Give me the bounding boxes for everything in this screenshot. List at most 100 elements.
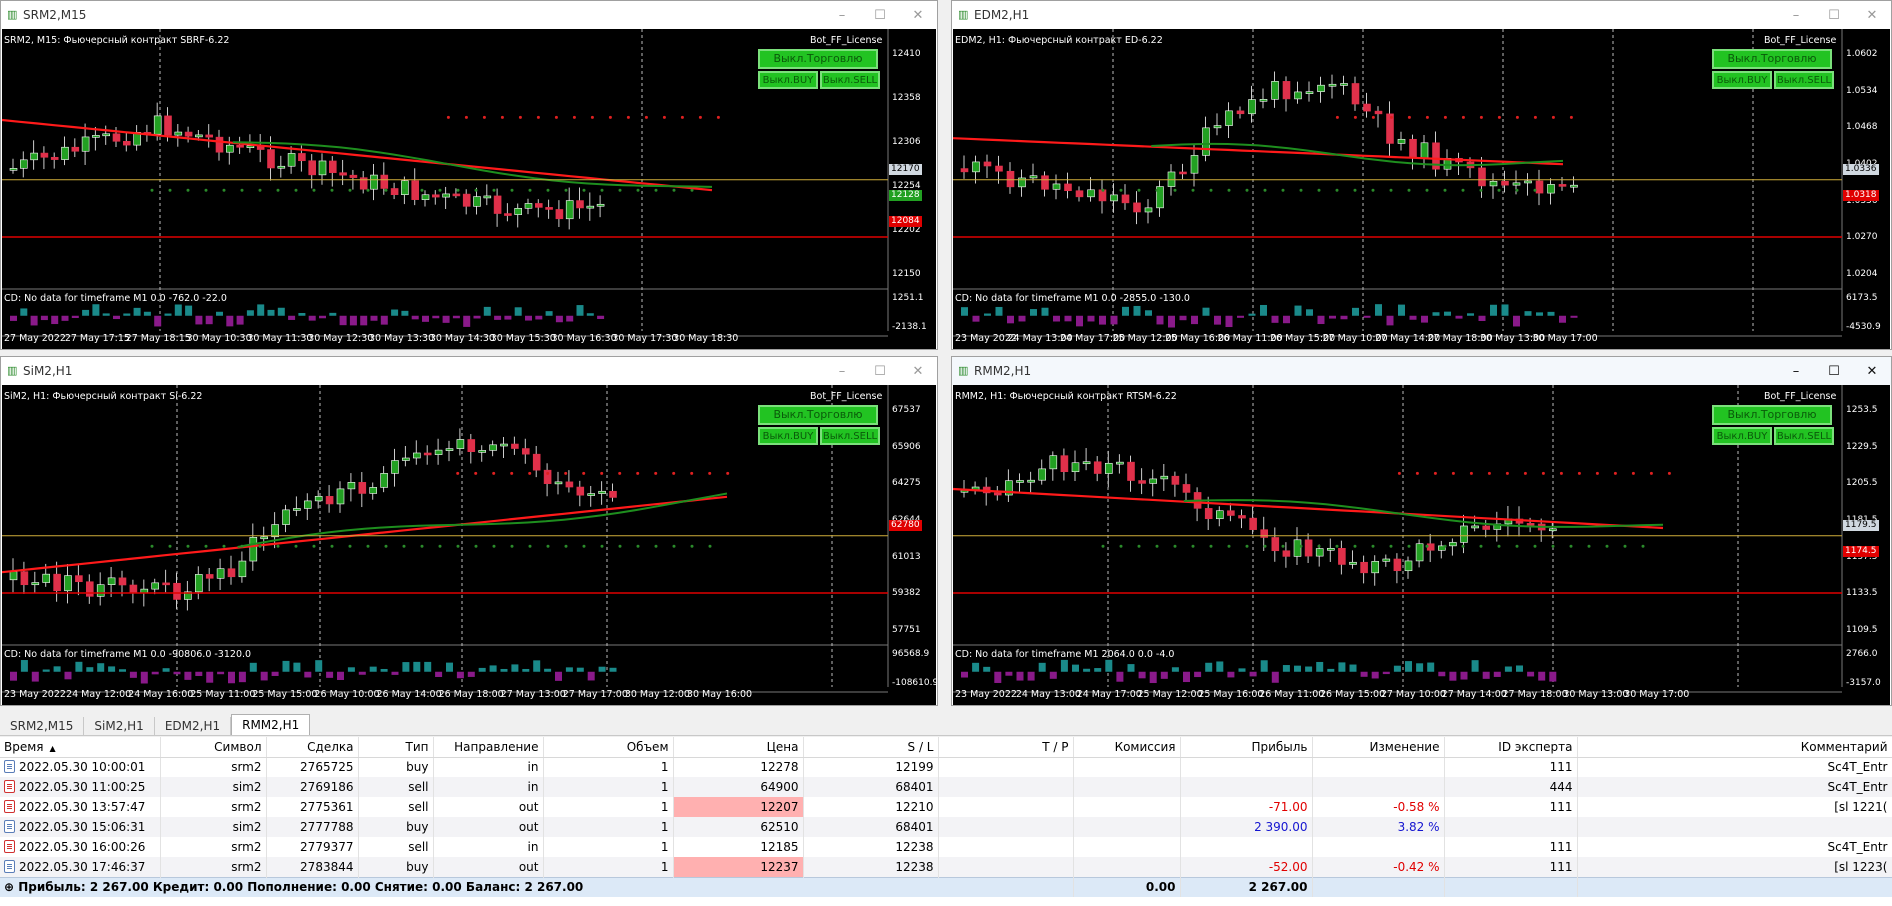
window-titlebar[interactable]: ▥ SRM2,M15 – ☐ ✕ bbox=[1, 1, 937, 29]
indicator-bar bbox=[1087, 315, 1095, 322]
candle-body bbox=[1558, 184, 1567, 187]
sl-dot bbox=[482, 115, 486, 119]
indicator-bar bbox=[92, 304, 100, 316]
candle-body bbox=[1271, 81, 1279, 100]
candle-body bbox=[462, 193, 471, 207]
minimize-button[interactable]: – bbox=[1792, 7, 1800, 23]
cell-vol: 1 bbox=[543, 817, 674, 837]
time-axis-label: 30 May 17:00 bbox=[1532, 333, 1598, 344]
toggle-sell-button[interactable]: Выкл.SELL bbox=[820, 71, 880, 89]
toggle-buy-button[interactable]: Выкл.BUY bbox=[1712, 427, 1772, 445]
toggle-trading-button[interactable]: Выкл.Торговлю bbox=[758, 405, 878, 425]
indicator-bar bbox=[1260, 660, 1268, 672]
col-header-volume[interactable]: Объем bbox=[543, 737, 674, 758]
candle-body bbox=[434, 449, 443, 455]
table-row[interactable]: 2022.05.30 15:06:31 sim2 2777788 buy out 1 625… bbox=[0, 817, 1892, 837]
candle-body bbox=[1127, 461, 1135, 481]
candle-body bbox=[1489, 180, 1498, 187]
maximize-button[interactable]: ☐ bbox=[874, 363, 886, 379]
close-button[interactable]: ✕ bbox=[1866, 363, 1878, 379]
toggle-trading-button[interactable]: Выкл.Торговлю bbox=[1712, 49, 1832, 69]
col-header-sl[interactable]: S / L bbox=[803, 737, 939, 758]
sl-dot bbox=[672, 544, 676, 548]
table-row[interactable]: 2022.05.30 10:00:01 srm2 2765725 buy in 1 1227… bbox=[0, 757, 1892, 777]
col-header-change[interactable]: Изменение bbox=[1312, 737, 1445, 758]
tab-sim2-h1[interactable]: SiM2,H1 bbox=[84, 717, 155, 735]
col-header-tp[interactable]: T / P bbox=[938, 737, 1074, 758]
chart-window-rmm[interactable]: ▥ RMM2,H1 – ☐ ✕ RMM2, H1: Фьючерсный контр… bbox=[951, 356, 1892, 706]
chart-canvas[interactable] bbox=[2, 29, 936, 349]
chart-plot-area[interactable]: EDM2, H1: Фьючерсный контракт ED-6.22 Bot… bbox=[953, 29, 1890, 349]
minimize-button[interactable]: – bbox=[838, 7, 846, 23]
chart-canvas[interactable] bbox=[2, 385, 936, 705]
indicator-bar bbox=[452, 315, 460, 319]
chart-window-srm[interactable]: ▥ SRM2,M15 – ☐ ✕ SRM2, M15: Фьючерсный кон… bbox=[0, 0, 938, 350]
window-titlebar[interactable]: ▥ RMM2,H1 – ☐ ✕ bbox=[952, 357, 1891, 385]
minimize-button[interactable]: – bbox=[1792, 363, 1800, 379]
chart-plot-area[interactable]: SiM2, H1: Фьючерсный контракт Si-6.22 Bot… bbox=[2, 385, 936, 705]
candle-body bbox=[184, 591, 192, 600]
col-header-price[interactable]: Цена bbox=[673, 737, 804, 758]
cell-symbol: srm2 bbox=[160, 837, 267, 857]
cell-sl: 12238 bbox=[803, 837, 939, 857]
col-header-commission[interactable]: Комиссия bbox=[1073, 737, 1181, 758]
sl-dot bbox=[1209, 544, 1213, 548]
cell-profit: -52.00 bbox=[1180, 857, 1313, 877]
cell-price: 12237 bbox=[673, 857, 804, 877]
col-header-type[interactable]: Тип bbox=[358, 737, 434, 758]
sl-dot bbox=[528, 544, 532, 548]
col-header-deal[interactable]: Сделка bbox=[266, 737, 359, 758]
candle-body bbox=[445, 448, 454, 451]
toggle-trading-button[interactable]: Выкл.Торговлю bbox=[758, 49, 878, 69]
col-header-direction[interactable]: Направление bbox=[433, 737, 544, 758]
chart-canvas[interactable] bbox=[953, 385, 1890, 705]
chart-plot-area[interactable]: RMM2, H1: Фьючерсный контракт RTSM-6.22 B… bbox=[953, 385, 1890, 705]
toggle-sell-button[interactable]: Выкл.SELL bbox=[1774, 427, 1834, 445]
indicator-bar bbox=[576, 305, 584, 316]
maximize-button[interactable]: ☐ bbox=[1828, 7, 1840, 23]
toggle-trading-button[interactable]: Выкл.Торговлю bbox=[1712, 405, 1832, 425]
chart-canvas[interactable] bbox=[953, 29, 1890, 349]
toggle-buy-button[interactable]: Выкл.BUY bbox=[758, 427, 818, 445]
sl-dot bbox=[1353, 188, 1357, 192]
toggle-sell-button[interactable]: Выкл.SELL bbox=[820, 427, 880, 445]
indicator-bar bbox=[442, 315, 450, 323]
col-header-expert-id[interactable]: ID эксперта bbox=[1444, 737, 1578, 758]
cell-time: 2022.05.30 10:00:01 bbox=[0, 757, 161, 777]
indicator-bar bbox=[1559, 315, 1566, 323]
table-row[interactable]: 2022.05.30 16:00:26 srm2 2779377 sell in 1 121… bbox=[0, 837, 1892, 857]
col-header-comment[interactable]: Комментарий bbox=[1577, 737, 1892, 758]
col-header-symbol[interactable]: Символ bbox=[160, 737, 267, 758]
tab-rmm2-h1[interactable]: RMM2,H1 bbox=[231, 714, 311, 735]
table-row[interactable]: 2022.05.30 11:00:25 sim2 2769186 sell in 1 649… bbox=[0, 777, 1892, 797]
table-row[interactable]: 2022.05.30 17:46:37 srm2 2783844 buy out 1 122… bbox=[0, 857, 1892, 877]
cell-price: 12207 bbox=[673, 797, 804, 817]
price-scale-label: 61013 bbox=[892, 551, 921, 562]
col-header-profit[interactable]: Прибыль bbox=[1180, 737, 1313, 758]
window-titlebar[interactable]: ▥ EDM2,H1 – ☐ ✕ bbox=[952, 1, 1891, 29]
minimize-button[interactable]: – bbox=[838, 363, 846, 379]
candle-body bbox=[50, 156, 59, 160]
cell-type: buy bbox=[358, 857, 434, 877]
maximize-button[interactable]: ☐ bbox=[874, 7, 886, 23]
toggle-buy-button[interactable]: Выкл.BUY bbox=[1712, 71, 1772, 89]
col-header-time[interactable]: Время ▲ bbox=[0, 737, 161, 758]
maximize-button[interactable]: ☐ bbox=[1828, 363, 1840, 379]
cell-comment: Sc4T_Entr bbox=[1577, 837, 1892, 857]
chart-window-edm[interactable]: ▥ EDM2,H1 – ☐ ✕ EDM2, H1: Фьючерсный контр… bbox=[951, 0, 1892, 350]
toggle-buy-button[interactable]: Выкл.BUY bbox=[758, 71, 818, 89]
sl-dot bbox=[1317, 544, 1321, 548]
tab-srm2-m15[interactable]: SRM2,M15 bbox=[0, 717, 85, 735]
table-row[interactable]: 2022.05.30 13:57:47 srm2 2775361 sell out 1 12… bbox=[0, 797, 1892, 817]
close-button[interactable]: ✕ bbox=[912, 363, 924, 379]
cell-dir: out bbox=[433, 817, 544, 837]
chart-plot-area[interactable]: SRM2, M15: Фьючерсный контракт SBRF-6.22… bbox=[2, 29, 936, 349]
window-titlebar[interactable]: ▥ SiM2,H1 – ☐ ✕ bbox=[1, 357, 937, 385]
tab-edm2-h1[interactable]: EDM2,H1 bbox=[155, 717, 232, 735]
indicator-bar bbox=[1504, 666, 1512, 672]
close-button[interactable]: ✕ bbox=[1866, 7, 1878, 23]
toggle-sell-button[interactable]: Выкл.SELL bbox=[1774, 71, 1834, 89]
close-button[interactable]: ✕ bbox=[912, 7, 924, 23]
indicator-bar bbox=[1227, 671, 1235, 678]
chart-window-sim[interactable]: ▥ SiM2,H1 – ☐ ✕ SiM2, H1: Фьючерсный контр… bbox=[0, 356, 938, 706]
